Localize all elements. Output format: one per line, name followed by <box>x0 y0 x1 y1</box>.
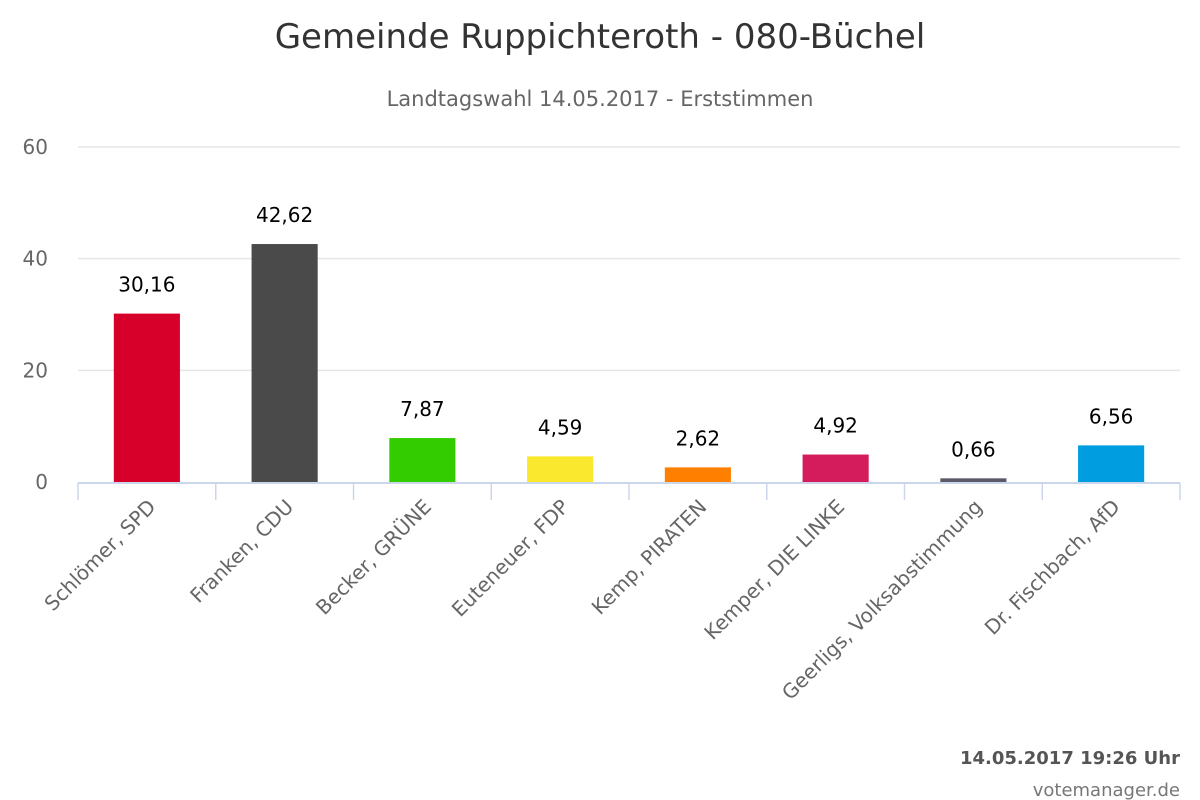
data-labels: 30,16 42,62 7,87 4,59 2,62 4,92 0,66 6,56 <box>118 203 1133 461</box>
y-tick-label: 20 <box>23 358 48 382</box>
x-tick-label: Schlömer, SPD <box>39 495 160 616</box>
x-tick-label: Euteneuer, FDP <box>447 495 574 622</box>
bar <box>940 478 1007 482</box>
bar <box>1078 445 1145 482</box>
y-tick-label: 60 <box>23 135 48 159</box>
bar <box>664 467 731 482</box>
data-label: 6,56 <box>1089 404 1134 428</box>
x-axis <box>77 482 1181 500</box>
x-tick-label: Kemp, PIRATEN <box>587 495 712 620</box>
bar <box>527 456 594 482</box>
x-tick-label: Franken, CDU <box>185 495 298 608</box>
bar <box>113 313 180 482</box>
timestamp-credit: 14.05.2017 19:26 Uhr <box>960 748 1180 769</box>
y-tick-label: 40 <box>23 247 48 271</box>
data-label: 30,16 <box>118 273 175 297</box>
data-label: 0,66 <box>951 437 996 461</box>
y-tick-label: 0 <box>35 470 48 494</box>
y-axis-ticks: 0 20 40 60 <box>23 135 48 494</box>
gridlines <box>78 146 1180 372</box>
chart-subtitle: Landtagswahl 14.05.2017 - Erststimmen <box>387 87 814 111</box>
bars <box>113 244 1145 482</box>
x-tick-label: Dr. Fischbach, AfD <box>980 495 1125 640</box>
data-label: 42,62 <box>256 203 313 227</box>
data-label: 4,59 <box>538 415 583 439</box>
x-tick-label: Becker, GRÜNE <box>311 495 436 620</box>
data-label: 7,87 <box>400 397 445 421</box>
data-label: 2,62 <box>676 426 721 450</box>
x-axis-labels: Schlömer, SPD Franken, CDU Becker, GRÜNE Eu… <box>39 495 1124 705</box>
chart-title: Gemeinde Ruppichteroth - 080-Büchel <box>275 17 926 57</box>
source-credit: votemanager.de <box>1033 780 1180 800</box>
data-label: 4,92 <box>813 414 858 438</box>
x-tick-label: Kemper, DIE LINKE <box>699 495 849 645</box>
bar <box>251 244 318 482</box>
bar <box>389 438 456 482</box>
bar <box>802 454 869 482</box>
